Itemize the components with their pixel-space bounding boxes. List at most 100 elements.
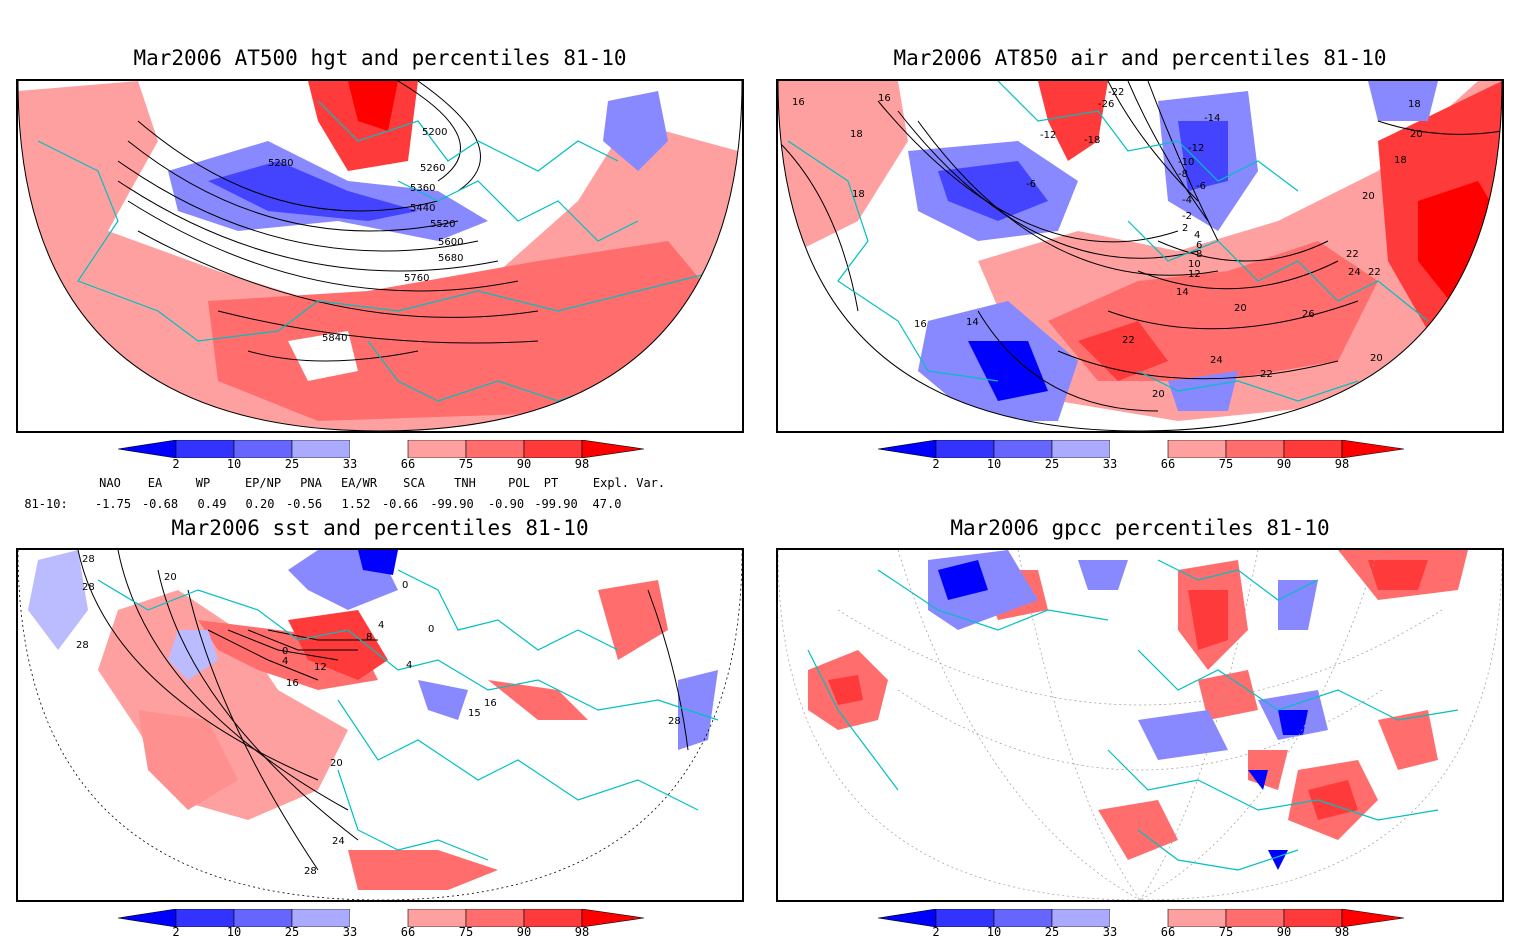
contour-label: 28 [668,716,681,727]
contour-label: 22 [1260,369,1273,380]
map-panel-hgt500: 5200 5280 5260 5360 5440 5520 5600 5680 … [16,79,744,433]
index-header: SCA [403,476,425,490]
contour-label: 4 [1194,230,1200,241]
contour-label: -18 [1084,135,1100,146]
colorbar-tick-label: 2 [932,925,940,939]
colorbar-air850-svg [877,439,1405,459]
index-value: 0.49 [197,497,227,511]
colorbar-tick-label: 66 [400,925,416,939]
index-value: -0.90 [487,497,525,511]
contour-label: 4 [406,660,412,671]
index-value: -99.90 [534,497,578,511]
contour-label: 20 [164,572,177,583]
colorbar-air850: 2 10 25 33 66 75 90 98 [877,439,1405,474]
index-header: EA [147,476,163,490]
contour-label: 6 [1196,240,1202,251]
contour-label: 0 [428,624,434,635]
contour-label: 4 [378,620,384,631]
contour-label: -2 [1182,211,1192,222]
map-hgt500-svg: 5200 5280 5260 5360 5440 5520 5600 5680 … [18,81,742,431]
colorbar-tick-label: 90 [1276,457,1292,471]
colorbar-tick-label: 75 [1218,925,1234,939]
contour-label: 0 [282,646,288,657]
colorbar-hgt500: 2 10 25 33 66 75 90 98 [117,439,645,474]
index-header: EP/NP [244,476,282,490]
contour-label: 26 [1302,309,1315,320]
contour-label: 5440 [410,203,435,214]
contour-label: 14 [966,317,979,328]
contour-label: 18 [1408,99,1421,110]
contour-label: 18 [850,129,863,140]
contour-label: -4 [1182,195,1192,206]
contour-label: 5260 [420,163,445,174]
contour-label: 5200 [422,127,447,138]
index-header-row: NAO EA WP EP/NP PNA EA/WR SCA TNH POL PT… [0,476,700,492]
contour-label: 20 [1152,389,1165,400]
index-value: 1.52 [341,497,371,511]
contour-label: 5760 [404,273,429,284]
colorbar-tick-label: 66 [400,457,416,471]
colorbar-sst: 2 10 25 33 66 75 90 98 [117,908,645,940]
colorbar-tick-label: 33 [342,925,358,939]
contour-label: -8 [1178,169,1188,180]
contour-label: 22 [1368,267,1381,278]
index-value: -0.66 [381,497,419,511]
contour-label: 12 [314,662,327,673]
map-panel-sst: 28 28 20 0 0 4 4 8 12 16 28 15 16 20 24 … [16,548,744,902]
contour-label: -12 [1040,130,1056,141]
colorbar-tick-label: 75 [458,457,474,471]
contour-label: 24 [1348,267,1361,278]
contour-label: 22 [1122,335,1135,346]
contour-label: 18 [852,189,865,200]
index-value: -99.90 [430,497,474,511]
colorbar-tick-label: 75 [1218,457,1234,471]
contour-label: -10 [1178,157,1194,168]
contour-label: 20 [330,758,343,769]
map-panel-gpcc [776,548,1504,902]
contour-label: 28 [82,554,95,565]
colorbar-tick-label: 75 [458,925,474,939]
map-gpcc-svg [778,550,1502,900]
colorbar-tick-label: 90 [516,457,532,471]
panel-title-air850: Mar2006 AT850 air and percentiles 81-10 [893,46,1387,70]
contour-label: 4 [282,656,288,667]
panel-title-hgt500: Mar2006 AT500 hgt and percentiles 81-10 [133,46,627,70]
contour-label: 20 [1234,303,1247,314]
contour-label: 24 [332,836,345,847]
contour-label: -22 [1108,87,1124,98]
contour-label: 16 [792,97,805,108]
index-header: EA/WR [340,476,378,490]
contour-label: 0 [402,580,408,591]
colorbar-tick-label: 25 [1044,925,1060,939]
contour-label: -14 [1204,113,1220,124]
panel-title-gpcc: Mar2006 gpcc percentiles 81-10 [950,516,1330,540]
index-value: -0.56 [285,497,323,511]
contour-label: 5840 [322,333,347,344]
colorbar-tick-label: 2 [172,925,180,939]
index-header: POL [508,476,530,490]
colorbar-tick-label: 10 [226,457,242,471]
index-value: 0.20 [245,497,275,511]
contour-label: 5280 [268,158,293,169]
index-header: NAO [99,476,121,490]
contour-label: 5520 [430,219,455,230]
map-panel-air850: -22 -26 -18 -12 -14 -12 -10 -8 -6 -6 -4 … [776,79,1504,433]
contour-label: 8 [366,632,372,643]
colorbar-tick-label: 66 [1160,457,1176,471]
contour-label: 28 [76,640,89,651]
contour-label: 5360 [410,183,435,194]
colorbar-tick-label: 10 [226,925,242,939]
contour-label: 15 [468,708,481,719]
contour-label: 10 [1188,259,1201,270]
contour-label: 16 [286,678,299,689]
map-sst-svg: 28 28 20 0 0 4 4 8 12 16 28 15 16 20 24 … [18,550,742,900]
contour-label: 2 [1182,223,1188,234]
colorbar-tick-label: 2 [172,457,180,471]
contour-label: 8 [1196,249,1202,260]
colorbar-tick-label: 90 [1276,925,1292,939]
map-air850-svg: -22 -26 -18 -12 -14 -12 -10 -8 -6 -6 -4 … [778,81,1502,431]
index-header: PT [543,476,559,490]
index-value: -0.68 [141,497,179,511]
contour-label: 14 [1176,287,1189,298]
colorbar-tick-label: 25 [284,925,300,939]
